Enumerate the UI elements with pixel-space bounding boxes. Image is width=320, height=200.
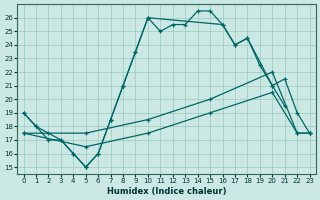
X-axis label: Humidex (Indice chaleur): Humidex (Indice chaleur) — [107, 187, 226, 196]
